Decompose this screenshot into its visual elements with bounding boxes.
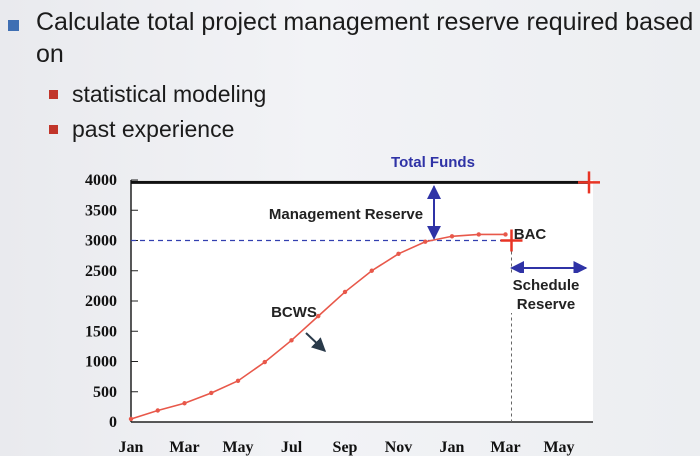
x-tick-label: Mar [490,439,520,456]
bcws-point [369,268,374,273]
bcws-point [342,289,348,295]
x-tick-label: Jan [440,439,465,456]
bcws-point [209,390,214,396]
x-tick-label: May [222,439,253,456]
bullet-square-icon [49,90,58,99]
bcws-point [128,416,134,422]
bcws-point [262,359,267,365]
schedule-reserve-label: Reserve [517,296,575,313]
bcws-point [316,313,321,319]
schedule-reserve-label-bg [509,273,583,313]
y-tick-label: 2500 [85,263,117,280]
x-tick-label: May [543,439,574,456]
y-tick-label: 1000 [85,354,117,371]
y-tick-label: 3000 [85,233,117,250]
bcws-point [476,232,481,237]
bcws-pointer-arrow [305,332,327,352]
x-tick-label: Jan [119,439,144,456]
x-tick-label: Sep [333,439,358,456]
y-tick-label: 500 [93,384,117,401]
bcws-point [423,239,428,244]
bcws-point [289,338,294,343]
bac-cross-marker [500,229,523,252]
bcws-point [396,251,401,257]
y-tick-label: 4000 [85,172,117,189]
bcws-point [449,234,455,239]
y-tick-label: 0 [109,414,117,431]
bcws-point [235,378,241,384]
y-tick-label: 2000 [85,293,117,310]
management-reserve-label: Management Reserve [269,206,423,223]
y-tick-label: 1500 [85,323,117,340]
total-funds-label: Total Funds [391,154,475,171]
x-tick-label: Jul [281,439,303,456]
main-bullet-text: Calculate total project management reser… [36,8,694,68]
sub-bullet-text: statistical modeling [72,81,267,107]
bullet-square-icon [49,125,58,134]
total-funds-cross-marker [578,171,600,194]
schedule-reserve-label: Schedule [513,277,580,294]
bcws-point [503,232,508,237]
x-tick-label: Mar [169,439,199,456]
y-tick-label: 3500 [85,202,117,219]
bullet-square-icon [8,20,19,31]
bcws-label: BCWS [271,304,317,321]
sub-bullet-text: past experience [72,116,235,142]
bcws-point [182,401,187,406]
x-tick-label: Nov [385,439,413,456]
bac-label: BAC [514,226,547,243]
bcws-point [155,408,160,413]
